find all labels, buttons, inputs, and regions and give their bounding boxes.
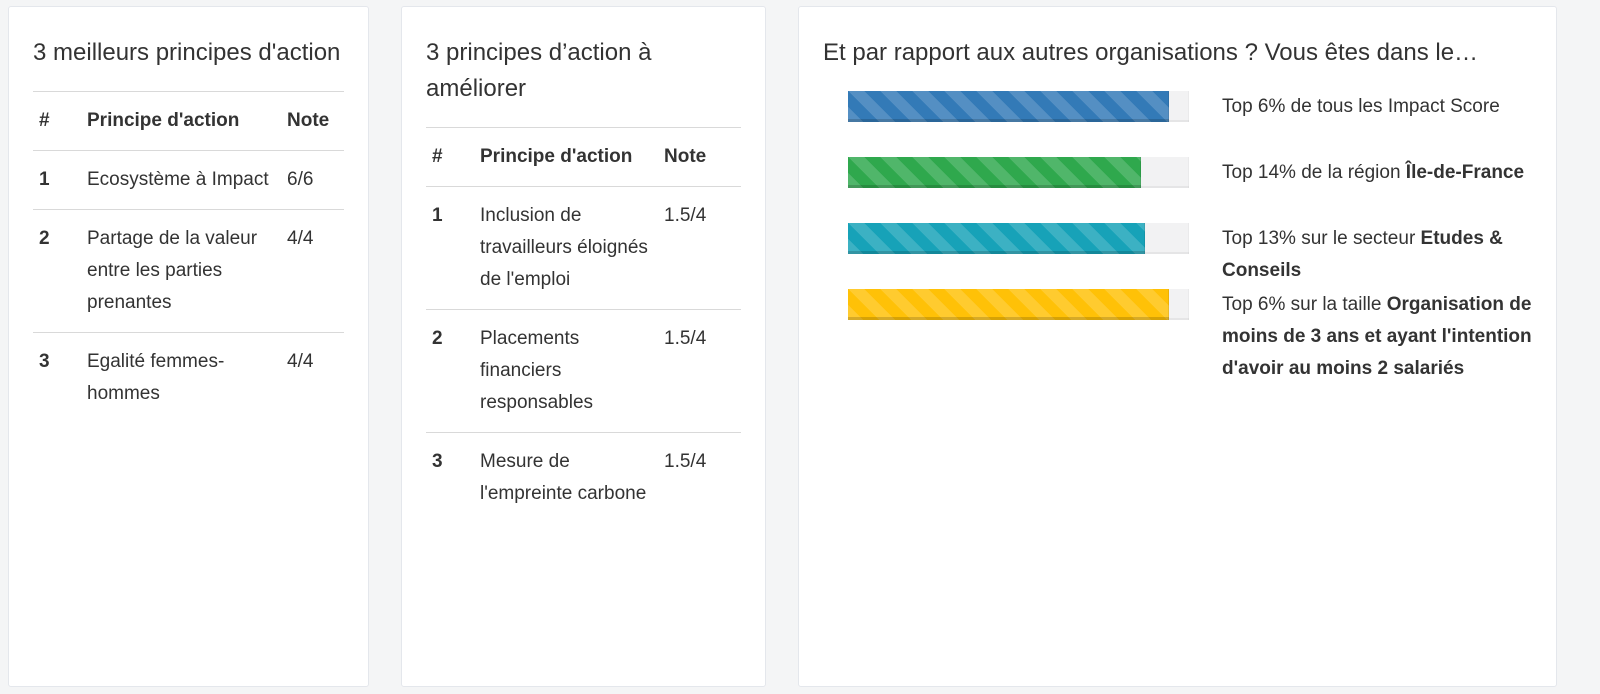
progress-track	[848, 157, 1189, 188]
benchmark-label-bold: Etudes & Conseils	[1222, 228, 1503, 281]
row-note: 1.5/4	[658, 309, 741, 433]
benchmark-label: Top 6% sur la taille Organisation de moi…	[1222, 289, 1534, 385]
table-header-row: # Principe d'action Note	[426, 127, 741, 187]
progress-fill-secteur	[848, 223, 1145, 254]
column-header-num: #	[426, 127, 474, 187]
benchmark-label-text: Top 6% de tous les Impact Score	[1222, 96, 1500, 117]
column-header-num: #	[33, 91, 81, 151]
benchmark-label-bold: Île-de-France	[1405, 162, 1525, 183]
row-note: 4/4	[281, 209, 344, 333]
table-row: 1 Ecosystème à Impact 6/6	[33, 150, 344, 210]
table-row: 2 Placements financiers responsables 1.5…	[426, 309, 741, 433]
row-note: 1.5/4	[664, 451, 707, 472]
row-principle: Partage de la valeur entre les parties p…	[81, 209, 281, 333]
column-header-principle: Principe d'action	[81, 91, 281, 151]
card-title-comparison: Et par rapport aux autres organisations …	[823, 39, 1479, 66]
row-rank: 1	[33, 150, 81, 210]
benchmark-label: Top 13% sur le secteur Etudes & Conseils	[1222, 223, 1534, 287]
benchmark-row-impact-score: Top 6% de tous les Impact Score	[848, 91, 1532, 157]
progress-track	[848, 91, 1189, 122]
benchmark-label-text: Top 14% de la région	[1222, 162, 1406, 183]
benchmark-row-region: Top 14% de la région Île-de-France	[848, 157, 1532, 223]
row-principle: Mesure de l'empreinte carbone	[480, 451, 647, 504]
improve-principles-table: # Principe d'action Note 1 Inclusion de …	[426, 127, 741, 523]
benchmark-row-taille: Top 6% sur la taille Organisation de moi…	[848, 289, 1532, 379]
row-rank: 3	[432, 451, 443, 472]
card-principles-to-improve: 3 principes d’action à améliorer # Princ…	[401, 6, 766, 687]
row-principle: Inclusion de travailleurs éloignés de l'…	[474, 186, 658, 310]
progress-track	[848, 223, 1189, 254]
benchmark-label-bold: Organisation de moins de 3 ans et ayant …	[1222, 294, 1532, 379]
table-row: 1 Inclusion de travailleurs éloignés de …	[426, 186, 741, 310]
benchmark-label: Top 14% de la région Île-de-France	[1222, 157, 1534, 189]
table-row: 3 Mesure de l'empreinte carbone 1.5/4	[426, 433, 741, 524]
table-row: 2 Partage de la valeur entre les parties…	[33, 209, 344, 333]
card-best-principles: 3 meilleurs principes d'action # Princip…	[8, 6, 369, 687]
benchmark-bars: Top 6% de tous les Impact Score Top 14% …	[848, 91, 1532, 379]
progress-fill-taille	[848, 289, 1169, 320]
benchmark-row-secteur: Top 13% sur le secteur Etudes & Conseils	[848, 223, 1532, 289]
card-title-improve: 3 principes d’action à améliorer	[426, 39, 652, 102]
best-principles-table: # Principe d'action Note 1 Ecosystème à …	[33, 91, 344, 423]
column-header-note: Note	[281, 91, 344, 151]
row-note: 4/4	[287, 351, 314, 372]
row-rank: 2	[33, 209, 81, 333]
progress-fill-region	[848, 157, 1142, 188]
row-note: 1.5/4	[658, 186, 741, 310]
row-principle: Placements financiers responsables	[474, 309, 658, 433]
benchmark-label: Top 6% de tous les Impact Score	[1222, 91, 1534, 123]
column-header-principle: Principe d'action	[474, 127, 658, 187]
row-principle: Ecosystème à Impact	[81, 150, 281, 210]
row-rank: 3	[39, 351, 50, 372]
card-benchmark-comparison: Et par rapport aux autres organisations …	[798, 6, 1557, 687]
benchmark-label-text: Top 6% sur la taille	[1222, 294, 1387, 315]
table-row: 3 Egalité femmes-hommes 4/4	[33, 333, 344, 424]
table-header-row: # Principe d'action Note	[33, 91, 344, 151]
card-title-best: 3 meilleurs principes d'action	[33, 39, 341, 66]
row-rank: 2	[426, 309, 474, 433]
column-header-note: Note	[658, 127, 741, 187]
row-principle: Egalité femmes-hommes	[87, 351, 225, 404]
progress-track	[848, 289, 1189, 320]
benchmark-label-text: Top 13% sur le secteur	[1222, 228, 1421, 249]
progress-fill-impact-score	[848, 91, 1169, 122]
row-note: 6/6	[281, 150, 344, 210]
row-rank: 1	[426, 186, 474, 310]
